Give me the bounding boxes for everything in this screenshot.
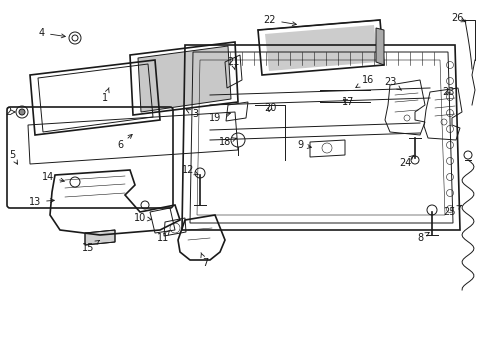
Text: 26: 26 [451, 13, 466, 23]
Text: 7: 7 [201, 253, 208, 268]
Text: 15: 15 [82, 240, 99, 253]
Text: 2: 2 [5, 107, 15, 117]
Text: 10: 10 [134, 213, 152, 223]
Text: 23: 23 [442, 87, 454, 97]
Text: 1: 1 [102, 87, 109, 103]
Text: 8: 8 [417, 233, 429, 243]
Text: 12: 12 [182, 165, 198, 175]
Text: 22: 22 [264, 15, 296, 26]
Polygon shape [138, 46, 231, 112]
Text: 25: 25 [444, 205, 462, 217]
Polygon shape [85, 230, 115, 245]
Text: 3: 3 [186, 109, 198, 119]
Text: 13: 13 [29, 197, 54, 207]
Text: 16: 16 [356, 75, 374, 87]
Text: 20: 20 [264, 103, 276, 113]
Text: 19: 19 [209, 112, 230, 123]
Text: 6: 6 [117, 134, 132, 150]
Text: 9: 9 [297, 140, 311, 150]
Text: 23: 23 [384, 77, 401, 90]
Text: 4: 4 [39, 28, 65, 38]
Text: 5: 5 [9, 150, 18, 164]
Text: 14: 14 [42, 172, 64, 182]
Text: 11: 11 [157, 230, 170, 243]
Text: 24: 24 [399, 155, 414, 168]
Polygon shape [376, 28, 384, 65]
Text: 17: 17 [342, 97, 354, 107]
Text: 21: 21 [227, 57, 239, 70]
Text: 18: 18 [219, 137, 237, 147]
Circle shape [19, 109, 25, 115]
Polygon shape [265, 25, 378, 71]
